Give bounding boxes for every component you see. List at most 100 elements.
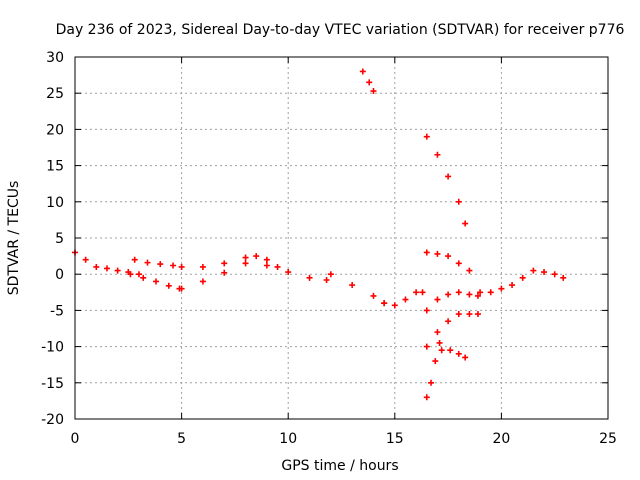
data-point (242, 254, 249, 261)
data-point (103, 265, 110, 272)
series-arc-3 (127, 271, 183, 292)
data-point (423, 343, 430, 350)
data-marks (72, 68, 567, 401)
data-point (114, 267, 121, 274)
y-tick-label: 10 (46, 195, 64, 211)
y-tick-label: -15 (41, 376, 64, 392)
data-point (445, 173, 452, 180)
y-tick-label: -10 (41, 340, 64, 356)
data-point (413, 289, 420, 296)
data-point (423, 394, 430, 401)
data-point (199, 263, 206, 270)
data-point (370, 88, 377, 95)
data-point (242, 260, 249, 267)
data-point (462, 220, 469, 227)
data-point (157, 261, 164, 268)
data-point (131, 256, 138, 263)
series-arc-8 (381, 289, 426, 309)
data-point (466, 291, 473, 298)
x-axis-label: GPS time / hours (281, 458, 398, 474)
x-tick-label: 0 (71, 431, 80, 447)
data-point (477, 289, 484, 296)
data-point (93, 263, 100, 270)
data-point (82, 256, 89, 263)
plot-frame (74, 56, 609, 420)
data-point (419, 289, 426, 296)
data-point (285, 269, 292, 276)
data-point (455, 260, 462, 267)
data-point (359, 68, 366, 75)
data-point (541, 269, 548, 276)
series-arc-1 (72, 249, 142, 278)
data-point (466, 267, 473, 274)
series-arc-13 (423, 339, 443, 401)
x-tick-label: 25 (599, 431, 617, 447)
tick-labels: 0 5 10 15 20 25 -20 -15 -10 -5 0 5 10 15 20 25 30 (41, 50, 617, 447)
series-arc-12 (423, 311, 481, 350)
data-point (306, 274, 313, 281)
series-arc-4 (178, 260, 330, 292)
data-point (455, 289, 462, 296)
data-point (474, 292, 481, 299)
data-point (445, 253, 452, 260)
data-point (434, 250, 441, 257)
data-point (135, 271, 142, 278)
data-point (144, 259, 151, 266)
data-point (127, 271, 134, 278)
grid (75, 57, 608, 419)
data-point (462, 354, 469, 361)
data-point (391, 302, 398, 309)
y-tick-label: 15 (46, 159, 64, 175)
data-point (327, 271, 334, 278)
data-point (455, 350, 462, 357)
data-point (140, 274, 147, 281)
data-point (487, 289, 494, 296)
data-point (274, 263, 281, 270)
series-arc-5 (199, 253, 281, 270)
data-point (178, 285, 185, 292)
data-point (263, 256, 270, 263)
y-tick-label: -5 (50, 303, 64, 319)
data-point (474, 311, 481, 318)
y-tick-label: 0 (55, 267, 64, 283)
data-point (509, 282, 516, 289)
y-tick-label: -20 (41, 412, 64, 428)
data-point (519, 274, 526, 281)
data-point (423, 133, 430, 140)
data-point (498, 285, 505, 292)
data-point (438, 347, 445, 354)
x-tick-label: 20 (492, 431, 510, 447)
x-tick-label: 15 (386, 431, 404, 447)
data-point (551, 271, 558, 278)
data-point (253, 253, 260, 260)
data-point (560, 274, 567, 281)
data-point (165, 282, 172, 289)
data-point (445, 291, 452, 298)
data-point (447, 347, 454, 354)
x-tick-label: 5 (177, 431, 186, 447)
data-point (178, 263, 185, 270)
data-point (402, 296, 409, 303)
data-point (381, 300, 388, 307)
data-point (428, 379, 435, 386)
data-point (432, 358, 439, 365)
y-axis-label: SDTVAR / TECUs (6, 181, 22, 296)
data-point (366, 79, 373, 86)
data-point (436, 339, 443, 346)
x-tick-label: 10 (279, 431, 297, 447)
series-arc-14 (438, 347, 469, 361)
series-arc-9 (423, 133, 469, 227)
data-point (199, 278, 206, 285)
series-arc-15 (477, 267, 567, 296)
data-point (221, 260, 228, 267)
y-tick-label: 25 (46, 86, 64, 102)
data-point (434, 329, 441, 336)
data-point (434, 151, 441, 158)
data-point (455, 311, 462, 318)
data-point (445, 318, 452, 325)
data-point (466, 311, 473, 318)
data-point (370, 292, 377, 299)
